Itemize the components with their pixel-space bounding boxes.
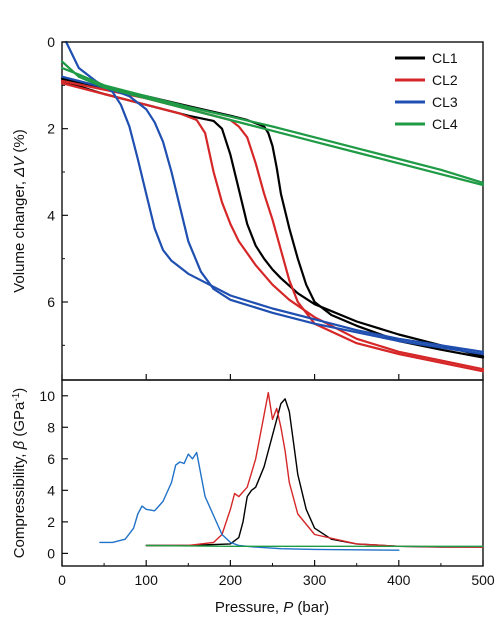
- legend-label-cl2: CL2: [432, 72, 458, 88]
- bottom-series-group: [99, 391, 484, 551]
- bottom-y-tick-label: 8: [47, 419, 55, 435]
- series-line-cl4-decompression: [60, 66, 485, 184]
- series-line-cl4-compression: [60, 60, 485, 187]
- top-y-tick-label: 2: [47, 121, 55, 137]
- series-line-cl2-compressibility: [145, 391, 484, 548]
- series-line-cl2-compression: [60, 82, 485, 371]
- bottom-y-tick-label: 2: [47, 514, 55, 530]
- bottom-y-tick-label: 0: [47, 545, 55, 561]
- series-line-cl1-compressibility: [145, 398, 484, 548]
- top-y-ticks: 0 2 4 6: [47, 34, 68, 346]
- x-tick-label: 0: [58, 572, 66, 588]
- series-line-cl4-compressibility: [145, 544, 484, 547]
- bottom-y-tick-label: 10: [39, 388, 55, 404]
- compressibility-panel: 0 2 4 6 8 10 0 100 200 300 400 500 Compressibility…: [11, 374, 495, 616]
- series-line-cl3-compression: [65, 40, 485, 353]
- top-y-axis-title: Volume changer, ΔV (%): [11, 129, 28, 293]
- bottom-y-tick-label: 6: [47, 451, 55, 467]
- legend-label-cl1: CL1: [432, 50, 458, 66]
- legend-label-cl4: CL4: [432, 116, 458, 132]
- x-tick-label: 200: [219, 572, 243, 588]
- series-line-cl3-compressibility: [99, 451, 400, 551]
- volume-change-panel: 0 2 4 6 CL1 CL2 CL3 CL4 Volume changer, ΔV (%): [11, 34, 485, 381]
- bottom-y-tick-label: 4: [47, 482, 55, 498]
- top-series-group: [60, 40, 485, 373]
- top-y-tick-label: 0: [47, 34, 55, 50]
- bottom-y-axis-title: Compressibility, β (GPa-1): [11, 388, 28, 559]
- legend: CL1 CL2 CL3 CL4: [395, 50, 458, 132]
- x-axis-title: Pressure, P (bar): [215, 599, 329, 616]
- top-y-tick-label: 6: [47, 294, 55, 310]
- top-y-tick-label: 4: [47, 207, 55, 223]
- bottom-plot-frame: [61, 379, 484, 567]
- bottom-y-ticks: 0 2 4 6 8 10: [39, 388, 68, 561]
- x-tick-label: 100: [135, 572, 159, 588]
- legend-label-cl3: CL3: [432, 94, 458, 110]
- bottom-x-ticks: 0 100 200 300 400 500: [58, 374, 495, 588]
- x-tick-label: 300: [303, 572, 327, 588]
- x-tick-label: 500: [471, 572, 495, 588]
- x-tick-label: 400: [387, 572, 411, 588]
